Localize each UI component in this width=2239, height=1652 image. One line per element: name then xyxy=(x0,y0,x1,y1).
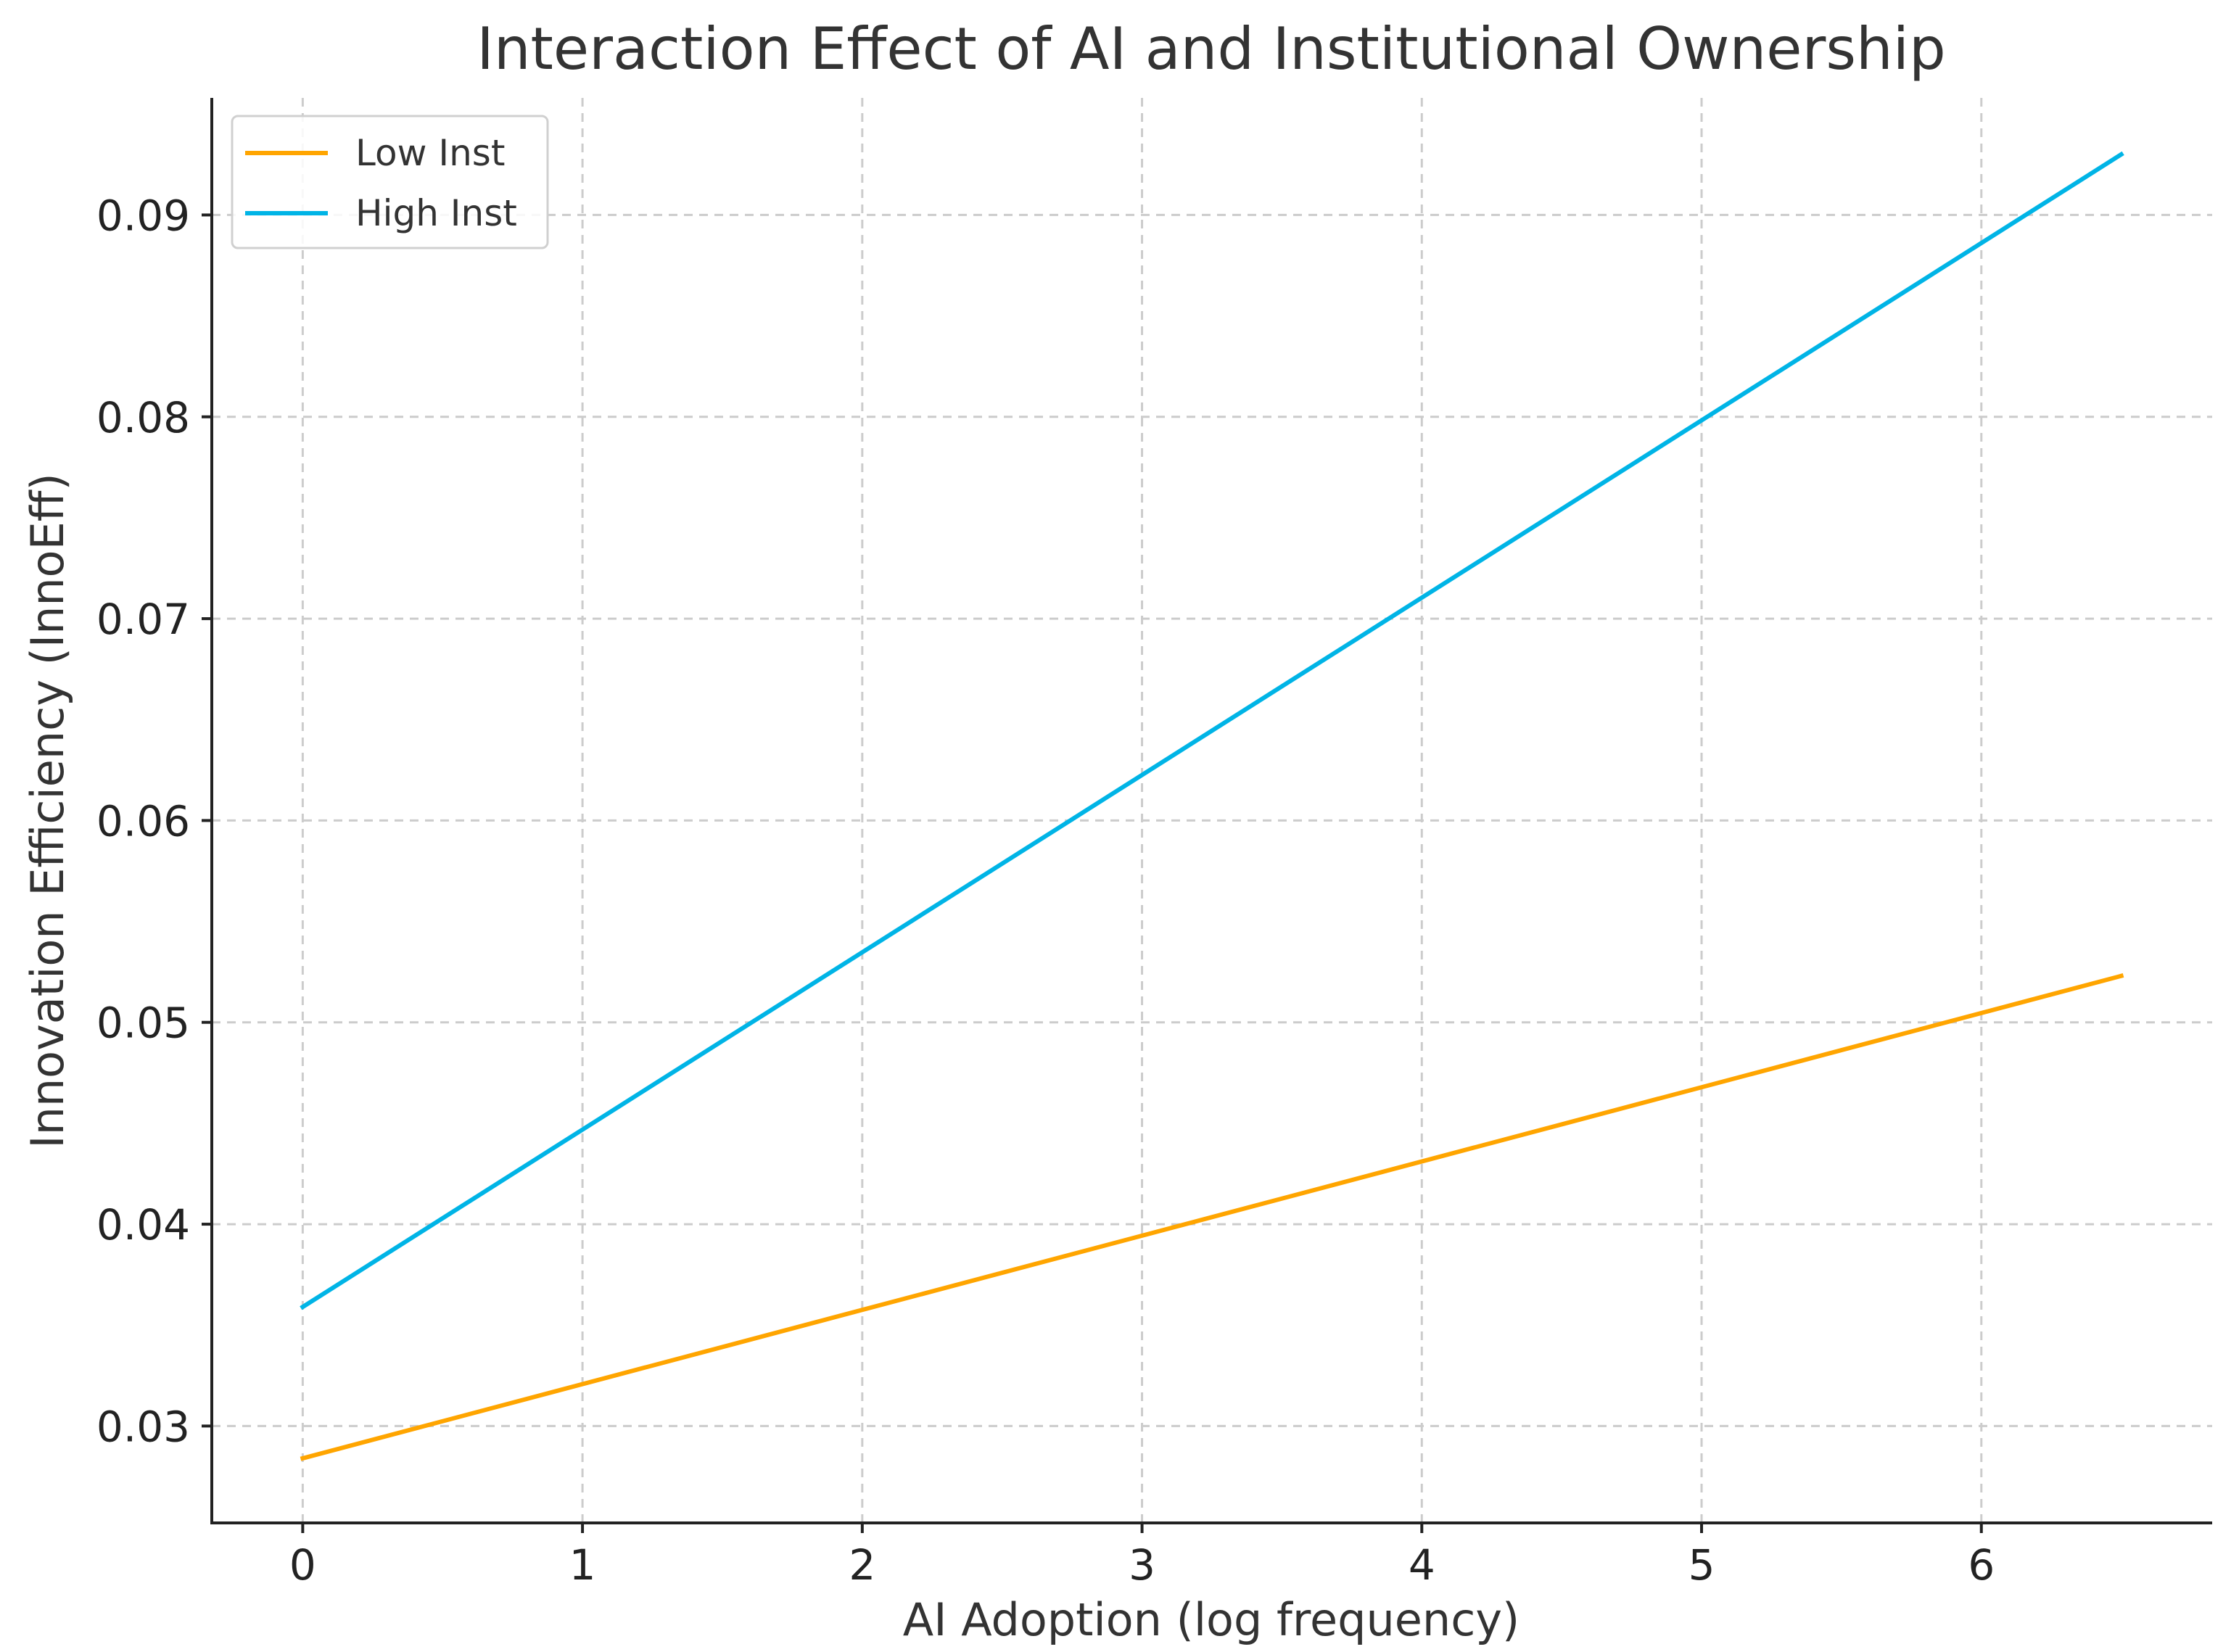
y-tick-label: 0.08 xyxy=(96,393,190,442)
x-tick-label: 0 xyxy=(289,1540,316,1590)
y-tick-label: 0.05 xyxy=(96,999,190,1048)
series-line-low-inst xyxy=(300,973,2124,1461)
y-tick-label: 0.09 xyxy=(96,191,190,240)
x-tick-label: 2 xyxy=(849,1540,875,1590)
x-tick-label: 4 xyxy=(1409,1540,1435,1590)
x-tick-label: 3 xyxy=(1129,1540,1155,1590)
y-tick-label: 0.06 xyxy=(96,796,190,846)
series-lines xyxy=(300,151,2124,1461)
legend: Low Inst High Inst xyxy=(231,115,549,249)
chart-title: Interaction Effect of AI and Institution… xyxy=(477,15,1946,83)
y-tick-label: 0.04 xyxy=(96,1200,190,1250)
ticks: 0 1 2 3 4 5 6 0.03 0.04 0.05 0.06 0.07 0.08 0.09 xyxy=(96,191,1995,1590)
grid xyxy=(212,98,2212,1523)
y-tick-label: 0.03 xyxy=(96,1402,190,1451)
x-axis-label: AI Adoption (log frequency) xyxy=(903,1593,1520,1646)
legend-label-low-inst: Low Inst xyxy=(355,132,505,174)
axes xyxy=(210,98,2212,1524)
x-tick-label: 6 xyxy=(1968,1540,1995,1590)
y-axis-label: Innovation Efficiency (InnoEff) xyxy=(21,473,74,1148)
x-tick-label: 1 xyxy=(569,1540,596,1590)
legend-label-high-inst: High Inst xyxy=(355,192,517,234)
series-line-high-inst xyxy=(300,151,2124,1310)
y-tick-label: 0.07 xyxy=(96,595,190,644)
x-tick-label: 5 xyxy=(1688,1540,1715,1590)
